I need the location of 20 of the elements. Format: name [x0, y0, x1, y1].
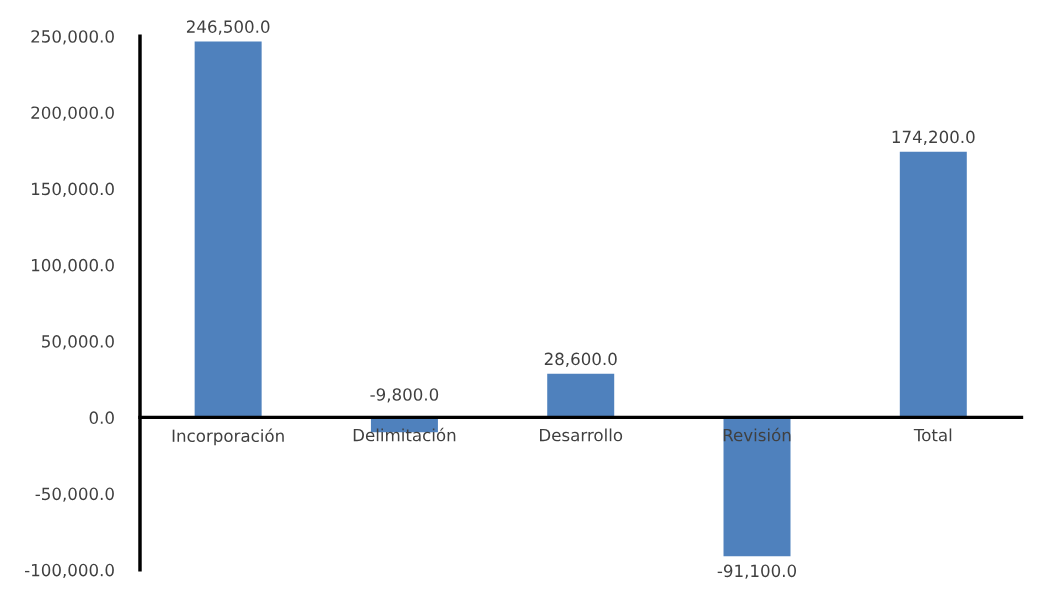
y-tick-label: -100,000.0 — [24, 563, 114, 579]
y-tick-label: 150,000.0 — [32, 182, 114, 197]
bar — [899, 151, 967, 418]
bar — [723, 417, 791, 557]
data-label: 246,500.0 — [186, 20, 270, 35]
data-label: 28,600.0 — [544, 352, 617, 367]
x-tick-label: Total — [913, 428, 952, 442]
y-tick-label: 50,000.0 — [42, 335, 114, 350]
data-label: -91,100.0 — [717, 564, 797, 579]
data-label: 174,200.0 — [892, 130, 975, 145]
y-tick-label: 200,000.0 — [31, 106, 114, 121]
x-tick-label: Incorporación — [172, 428, 284, 446]
y-tick-label: -50,000.0 — [35, 487, 114, 502]
y-tick-label: 250,000.0 — [31, 30, 114, 45]
y-tick-label: 100,000.0 — [32, 258, 114, 274]
y-tick-label: 0.0 — [89, 411, 114, 424]
x-tick-label: Desarrollo — [540, 428, 623, 442]
bar — [194, 41, 262, 418]
data-label: -9,800.0 — [370, 388, 439, 403]
bar — [547, 373, 615, 418]
